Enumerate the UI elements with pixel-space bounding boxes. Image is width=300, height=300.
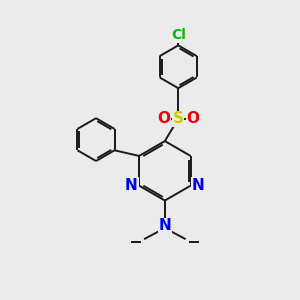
Text: Cl: Cl (171, 28, 186, 42)
Text: N: N (125, 178, 138, 193)
Text: S: S (173, 111, 184, 126)
Text: N: N (192, 178, 205, 193)
Text: O: O (157, 111, 170, 126)
Text: N: N (158, 218, 171, 233)
Text: O: O (187, 111, 200, 126)
